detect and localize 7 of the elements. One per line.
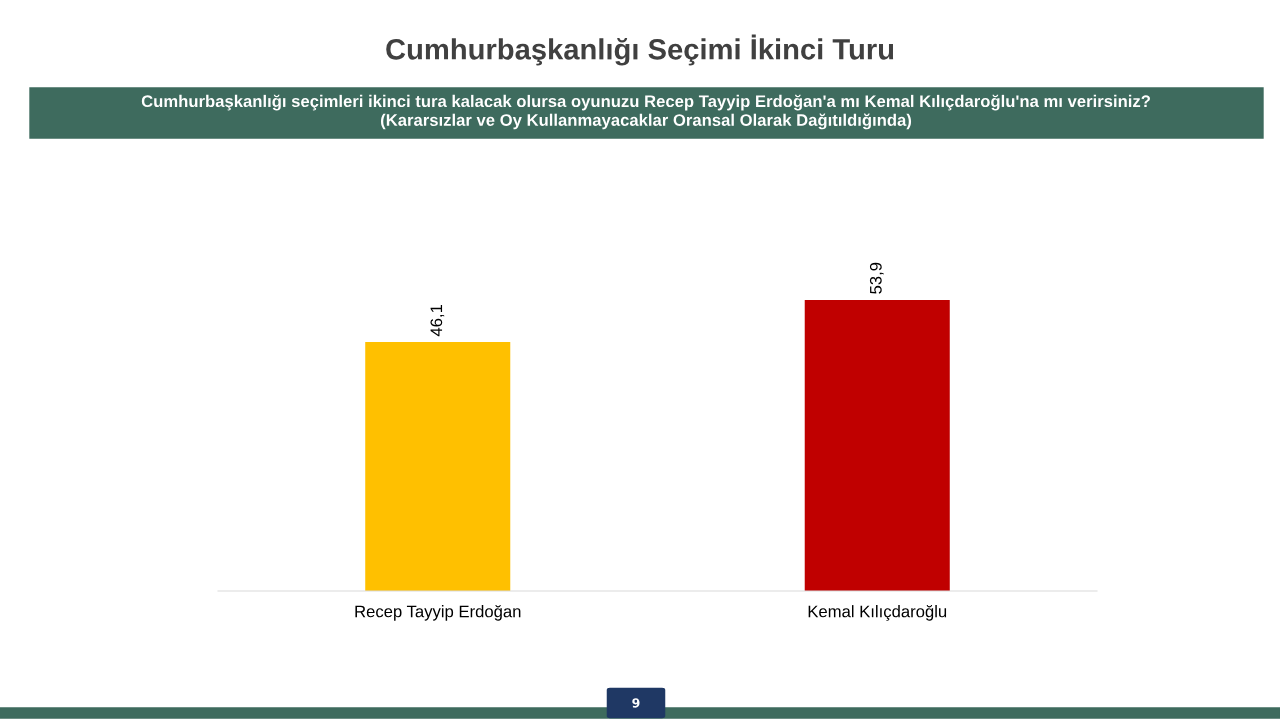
chart-subtitle: Cumhurbaşkanlığı seçimleri ikinci tura kalacak olursa oyunuzu Recep Tayyip Erdoğan'a mı Kemal Kılıçdaroğlu'na mı verirsiniz? (Kararsızlar ve Oy Kullanmayacaklar Oransal Olarak Dağıtıldığında) [141,94,1150,130]
x-tick-label: Kemal Kılıçdaroğlu [808,604,947,621]
data-label: 53,9 [869,262,884,294]
x-tick-label: Recep Tayyip Erdoğan [355,604,521,621]
chart-title: Cumhurbaşkanlığı Seçimi İkinci Turu [386,34,894,66]
text: 9 [632,698,640,708]
data-label: 46,1 [430,304,445,337]
